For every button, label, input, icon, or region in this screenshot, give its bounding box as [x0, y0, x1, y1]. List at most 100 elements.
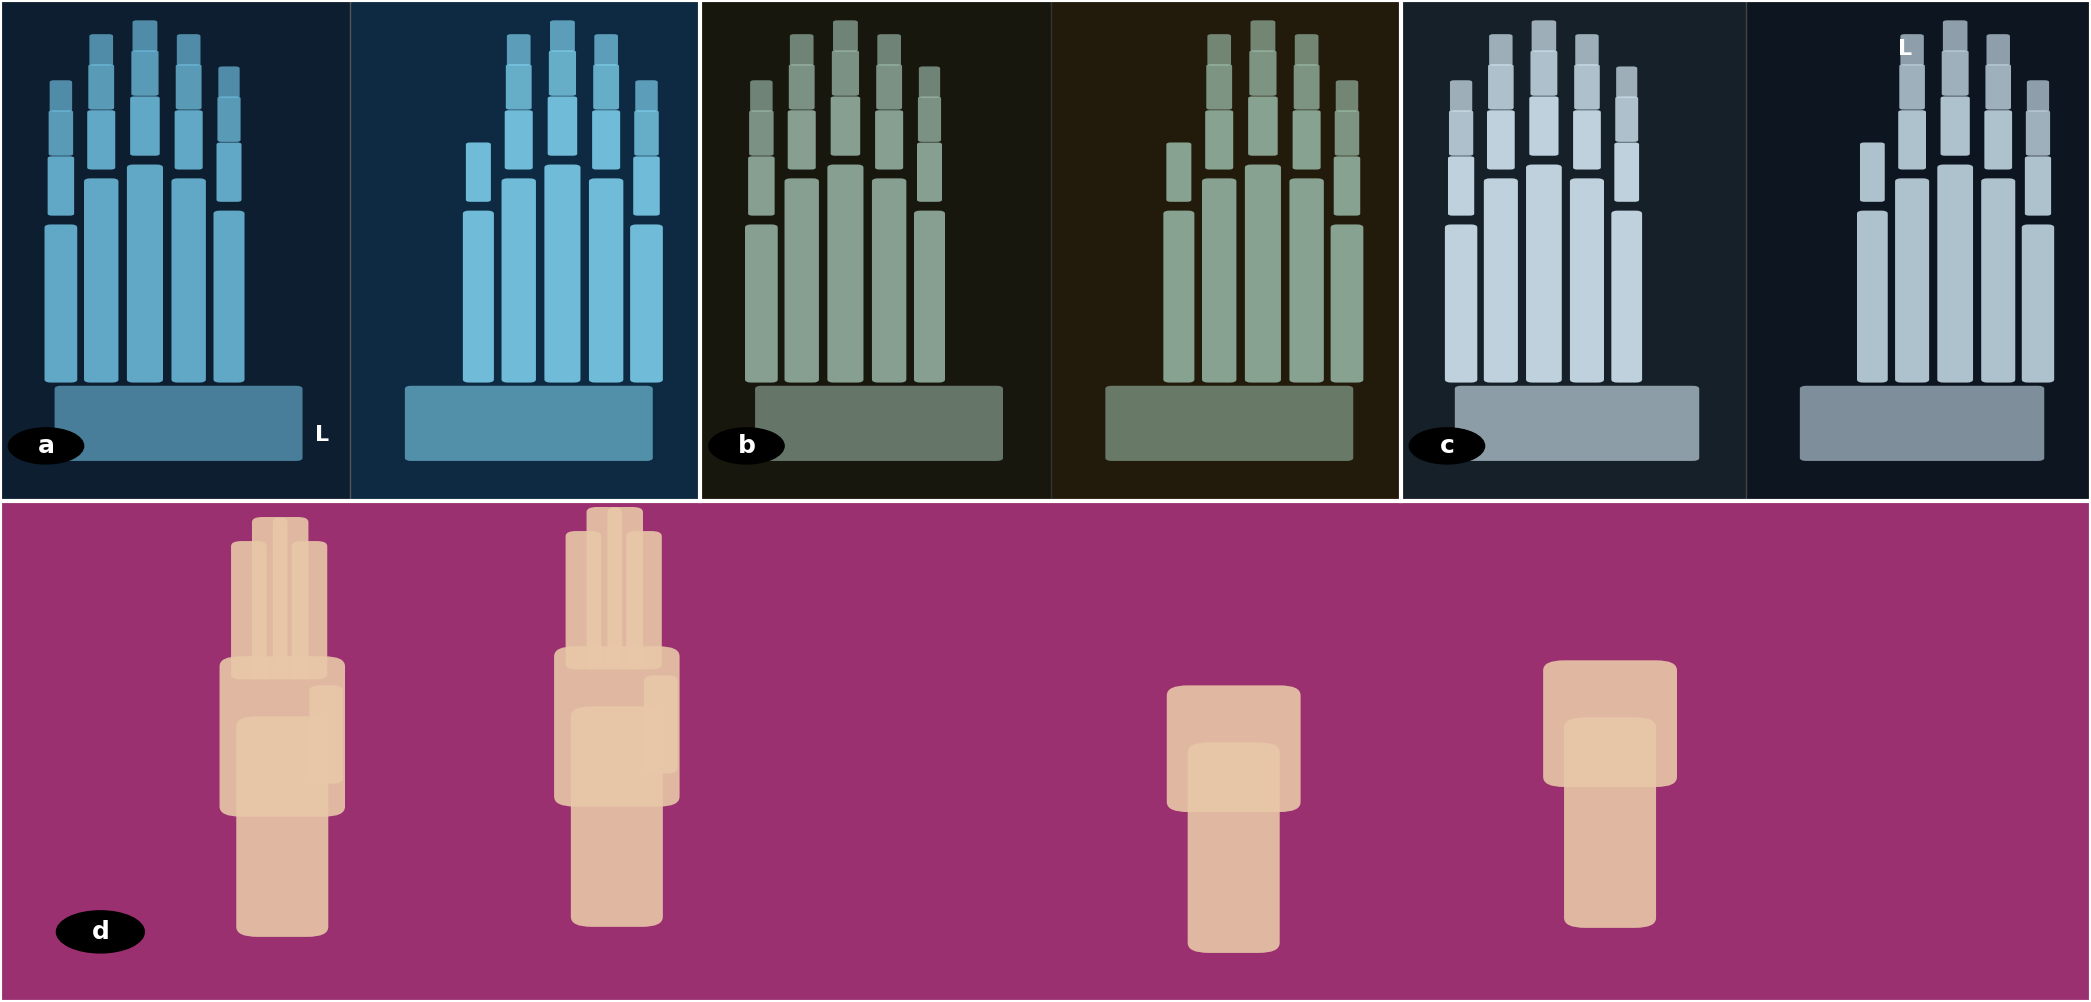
- FancyBboxPatch shape: [744, 224, 778, 383]
- FancyBboxPatch shape: [1294, 64, 1319, 109]
- Text: L: L: [1899, 39, 1911, 59]
- FancyBboxPatch shape: [700, 0, 1052, 501]
- FancyBboxPatch shape: [634, 110, 659, 155]
- FancyBboxPatch shape: [571, 706, 663, 927]
- FancyBboxPatch shape: [0, 0, 351, 501]
- FancyBboxPatch shape: [548, 96, 577, 155]
- FancyBboxPatch shape: [1529, 96, 1558, 155]
- FancyBboxPatch shape: [1455, 386, 1700, 461]
- FancyBboxPatch shape: [44, 224, 77, 383]
- FancyBboxPatch shape: [406, 386, 652, 461]
- FancyBboxPatch shape: [644, 675, 677, 774]
- FancyBboxPatch shape: [88, 64, 115, 109]
- FancyBboxPatch shape: [1106, 386, 1353, 461]
- Text: b: b: [738, 434, 755, 458]
- FancyBboxPatch shape: [217, 96, 240, 142]
- FancyBboxPatch shape: [50, 80, 71, 112]
- FancyBboxPatch shape: [1800, 386, 2045, 461]
- FancyBboxPatch shape: [2026, 110, 2049, 155]
- FancyBboxPatch shape: [1943, 20, 1968, 52]
- FancyBboxPatch shape: [128, 164, 163, 383]
- FancyBboxPatch shape: [755, 386, 1004, 461]
- FancyBboxPatch shape: [629, 224, 663, 383]
- FancyBboxPatch shape: [1531, 20, 1556, 52]
- FancyBboxPatch shape: [2026, 80, 2049, 112]
- FancyBboxPatch shape: [918, 66, 941, 98]
- FancyBboxPatch shape: [272, 517, 309, 679]
- FancyBboxPatch shape: [1614, 96, 1637, 142]
- FancyBboxPatch shape: [592, 110, 621, 169]
- FancyBboxPatch shape: [251, 517, 289, 679]
- FancyBboxPatch shape: [749, 156, 774, 215]
- FancyBboxPatch shape: [1901, 34, 1924, 66]
- FancyBboxPatch shape: [90, 34, 113, 66]
- FancyBboxPatch shape: [1564, 717, 1656, 928]
- FancyBboxPatch shape: [1248, 50, 1276, 96]
- FancyBboxPatch shape: [828, 164, 864, 383]
- FancyBboxPatch shape: [176, 64, 201, 109]
- FancyBboxPatch shape: [1984, 110, 2012, 169]
- FancyBboxPatch shape: [220, 656, 345, 817]
- FancyBboxPatch shape: [590, 178, 623, 383]
- FancyBboxPatch shape: [1294, 34, 1319, 66]
- FancyBboxPatch shape: [1188, 742, 1280, 953]
- FancyBboxPatch shape: [1290, 178, 1324, 383]
- FancyBboxPatch shape: [1447, 156, 1474, 215]
- FancyBboxPatch shape: [878, 34, 901, 66]
- FancyBboxPatch shape: [217, 66, 240, 98]
- FancyBboxPatch shape: [1489, 34, 1512, 66]
- FancyBboxPatch shape: [1449, 110, 1474, 155]
- FancyBboxPatch shape: [309, 685, 343, 784]
- FancyBboxPatch shape: [1861, 142, 1884, 201]
- FancyBboxPatch shape: [550, 20, 575, 52]
- FancyBboxPatch shape: [1248, 96, 1278, 155]
- FancyBboxPatch shape: [1572, 110, 1602, 169]
- FancyBboxPatch shape: [1612, 210, 1641, 383]
- FancyBboxPatch shape: [1899, 110, 1926, 169]
- FancyBboxPatch shape: [594, 64, 619, 109]
- FancyBboxPatch shape: [504, 110, 533, 169]
- FancyBboxPatch shape: [1986, 34, 2009, 66]
- FancyBboxPatch shape: [1401, 0, 1746, 501]
- FancyBboxPatch shape: [0, 501, 2091, 1002]
- FancyBboxPatch shape: [788, 110, 815, 169]
- FancyBboxPatch shape: [213, 210, 245, 383]
- FancyBboxPatch shape: [548, 50, 575, 96]
- FancyBboxPatch shape: [230, 541, 268, 679]
- FancyBboxPatch shape: [1207, 64, 1232, 109]
- FancyBboxPatch shape: [1857, 210, 1888, 383]
- FancyBboxPatch shape: [1526, 164, 1562, 383]
- FancyBboxPatch shape: [88, 110, 115, 169]
- FancyBboxPatch shape: [1330, 224, 1363, 383]
- FancyBboxPatch shape: [1616, 66, 1637, 98]
- FancyBboxPatch shape: [634, 156, 661, 215]
- FancyBboxPatch shape: [872, 178, 905, 383]
- FancyBboxPatch shape: [48, 156, 73, 215]
- Text: L: L: [316, 425, 330, 445]
- FancyBboxPatch shape: [1485, 178, 1518, 383]
- FancyBboxPatch shape: [594, 34, 619, 66]
- FancyBboxPatch shape: [1575, 64, 1600, 109]
- FancyBboxPatch shape: [54, 386, 303, 461]
- FancyBboxPatch shape: [1202, 178, 1236, 383]
- FancyBboxPatch shape: [502, 178, 535, 383]
- Circle shape: [709, 428, 784, 464]
- FancyBboxPatch shape: [1052, 0, 1401, 501]
- Text: d: d: [92, 920, 109, 944]
- FancyBboxPatch shape: [1531, 50, 1558, 96]
- FancyBboxPatch shape: [876, 110, 903, 169]
- FancyBboxPatch shape: [1336, 80, 1359, 112]
- FancyBboxPatch shape: [585, 507, 623, 669]
- FancyBboxPatch shape: [627, 531, 663, 669]
- FancyBboxPatch shape: [1334, 156, 1361, 215]
- FancyBboxPatch shape: [1986, 64, 2012, 109]
- FancyBboxPatch shape: [132, 20, 157, 52]
- FancyBboxPatch shape: [544, 164, 581, 383]
- FancyBboxPatch shape: [1445, 224, 1478, 383]
- FancyBboxPatch shape: [506, 64, 531, 109]
- FancyBboxPatch shape: [1487, 110, 1514, 169]
- FancyBboxPatch shape: [2024, 156, 2051, 215]
- FancyBboxPatch shape: [1943, 50, 1968, 96]
- FancyBboxPatch shape: [1570, 178, 1604, 383]
- FancyBboxPatch shape: [565, 531, 602, 669]
